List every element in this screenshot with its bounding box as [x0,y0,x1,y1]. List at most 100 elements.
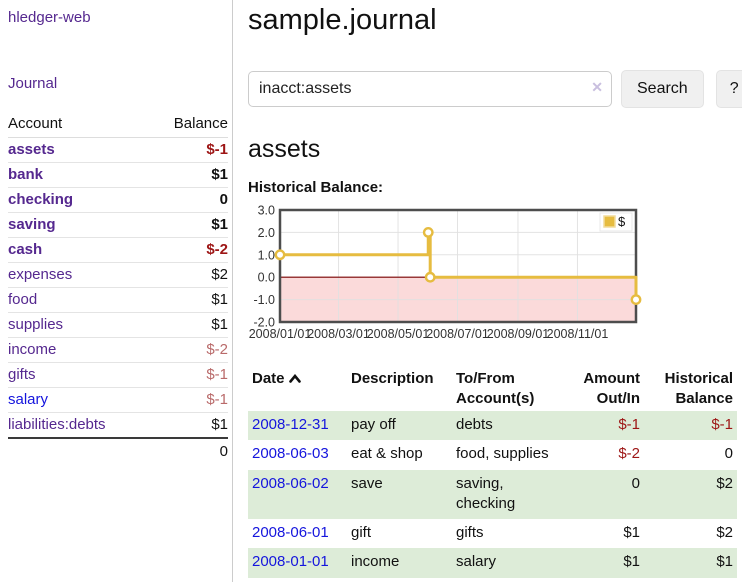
account-heading: assets [248,135,321,163]
data-point-marker [424,271,436,283]
brand-link[interactable]: hledger-web [8,9,91,26]
account-balance-value: $1 [148,162,228,188]
register-accounts: debts [456,416,493,433]
account-row: salary $-1 [8,387,228,413]
accounts-table-body: assets $-1 bank $1 checking 0 saving $1 cash $-2 e… [8,137,228,439]
account-balance-value: 0 [148,187,228,213]
data-point-marker [422,227,434,238]
y-axis-tick-label: 3.0 [258,205,275,218]
register-description: income [351,553,400,571]
account-balance-value: $-1 [148,137,228,163]
sidebar-item-journal[interactable]: Journal [8,75,58,92]
register-table-body: 2008-12-31 pay off debts $-1 $-1 2008-06-03 ea… [248,411,737,578]
register-amount: $-2 [618,445,640,463]
sidebar-account-link[interactable]: liabilities:debts [8,416,106,433]
account-balance-value: $-2 [148,337,228,363]
account-balance-value: $-1 [148,362,228,388]
register-header-row: Date Description To/From Account(s) Amou… [248,366,737,411]
account-balance-value: $1 [148,412,228,439]
register-row: 2008-06-02 save saving, checking 0 $2 [248,469,737,519]
register-accounts: saving, checking [456,474,516,512]
sidebar-account-link[interactable]: food [8,291,38,308]
account-row: bank $1 [8,162,228,188]
historical-balance-column-header: Historical Balance [664,370,733,407]
register-row: 2008-01-01 income salary $1 $1 [248,548,737,578]
legend-label: $ [618,214,626,229]
search-form: ✕ Search ? [248,70,742,108]
y-axis-tick-label: -2.0 [253,316,275,330]
historical-balance-chart: $3.0 2.0 1.0 0.0 -1.0 -2.0 2008/01/01 2008/03/0… [248,205,742,351]
accounts-balance-table: Account Balance assets $-1 bank $1 checking 0… [8,111,228,464]
accounts-total-row: 0 [8,437,228,464]
register-row: 2008-06-01 gift gifts $1 $2 [248,519,737,548]
main-content: sample.journal ✕ Search ? assets Histori… [233,0,742,582]
x-axis-tick-label: 2008/07/01 [426,327,489,341]
register-balance: $2 [716,474,733,492]
account-row: assets $-1 [8,137,228,163]
register-amount: 0 [631,474,640,492]
register-accounts: salary [456,553,497,571]
sidebar-account-link[interactable]: cash [8,241,43,258]
date-column-header[interactable]: Date [248,366,347,411]
sidebar-account-link[interactable]: checking [8,191,74,208]
sidebar-account-link[interactable]: bank [8,166,44,183]
account-row: supplies $1 [8,312,228,338]
accounts-column-header: Account [8,111,148,138]
legend-swatch [603,215,616,228]
chart-heading: Historical Balance: [248,179,384,196]
register-date-link[interactable]: 2008-06-01 [252,524,329,541]
x-axis-tick-label: 2008/05/01 [367,327,430,341]
account-row: checking 0 [8,187,228,213]
account-row: food $1 [8,287,228,313]
register-description: save [351,474,383,492]
account-balance-value: $-1 [148,387,228,413]
sidebar-account-link[interactable]: salary [8,391,49,408]
y-axis-tick-label: 2.0 [258,226,275,240]
sort-ascending-icon [288,369,301,389]
register-date-link[interactable]: 2008-12-31 [252,416,329,433]
sidebar: hledger-web Journal Account Balance asse… [0,0,233,582]
description-column-header: Description [351,370,434,387]
register-date-link[interactable]: 2008-06-02 [252,474,329,492]
register-balance: $1 [716,553,733,571]
balance-column-header: Balance [148,111,228,138]
sidebar-account-link[interactable]: saving [8,216,56,233]
clear-search-icon[interactable]: ✕ [591,79,603,95]
y-axis-tick-label: 0.0 [258,271,275,285]
account-row: gifts $-1 [8,362,228,388]
sidebar-account-link[interactable]: expenses [8,266,73,283]
balance-chart-svg: $3.0 2.0 1.0 0.0 -1.0 -2.02008/01/012008/03/0… [249,205,642,341]
register-table: Date Description To/From Account(s) Amou… [248,366,737,578]
accounts-total-value: 0 [148,437,228,464]
account-balance-value: $-2 [148,237,228,263]
register-accounts: food, supplies [456,445,549,463]
account-balance-value: $2 [148,262,228,288]
x-axis-tick-label: 2008/09/01 [487,327,550,341]
account-row: expenses $2 [8,262,228,288]
account-row: income $-2 [8,337,228,363]
account-balance-value: $1 [148,212,228,238]
register-description: eat & shop [351,445,423,463]
page-title: sample.journal [248,4,437,36]
register-balance: $-1 [711,416,733,433]
account-row: cash $-2 [8,237,228,263]
sidebar-account-link[interactable]: supplies [8,316,64,333]
help-button[interactable]: ? [715,70,742,108]
y-axis-tick-label: -1.0 [253,293,275,307]
register-date-link[interactable]: 2008-06-03 [252,445,329,463]
account-balance-value: $1 [148,287,228,313]
register-date-link[interactable]: 2008-01-01 [252,553,329,571]
register-amount: $1 [623,553,640,571]
sidebar-account-link[interactable]: gifts [8,366,36,383]
search-input[interactable] [248,71,612,107]
register-row: 2008-06-03 eat & shop food, supplies $-2 0 [248,440,737,469]
tofrom-column-header: To/From Account(s) [456,370,535,407]
search-input-wrapper: ✕ [248,71,612,107]
x-axis-tick-label: 2008/03/01 [307,327,370,341]
sidebar-account-link[interactable]: income [8,341,57,358]
search-button[interactable]: Search [621,70,704,108]
sidebar-account-link[interactable]: assets [8,141,55,158]
register-description: gift [351,524,372,541]
account-balance-value: $1 [148,312,228,338]
plot-border [278,208,638,324]
